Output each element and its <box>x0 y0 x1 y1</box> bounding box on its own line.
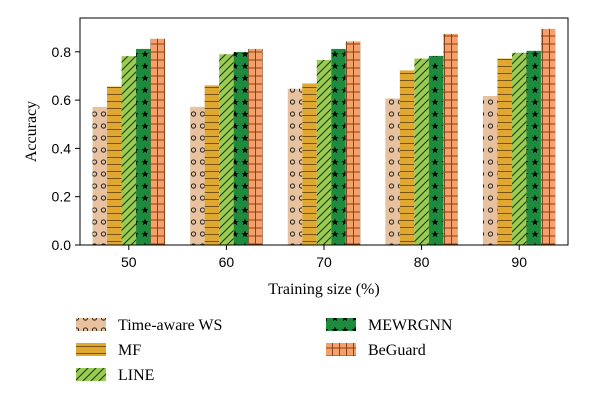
bar-mf-70 <box>302 83 317 245</box>
bar-line-80 <box>414 58 429 245</box>
legend-label: BeGuard <box>368 342 426 359</box>
x-tick-label: 60 <box>219 254 235 270</box>
bar-beguard-90 <box>540 28 556 246</box>
bar-time-aware-ws-50 <box>92 106 108 245</box>
bar-line-60 <box>219 54 234 245</box>
bar-time-aware-ws-60 <box>190 106 205 245</box>
bars-layer <box>92 28 556 246</box>
x-tick-label: 70 <box>316 254 332 270</box>
bar-mf-60 <box>204 85 220 245</box>
x-tick-label: 50 <box>121 254 137 270</box>
bar-beguard-70 <box>345 41 361 245</box>
bar-time-aware-ws-80 <box>385 98 400 245</box>
bar-time-aware-ws-70 <box>287 88 303 246</box>
legend-swatch-mewrgnn <box>326 318 356 331</box>
bar-mf-80 <box>399 70 415 245</box>
x-tick-label: 80 <box>414 254 430 270</box>
bar-mewrgnn-80 <box>428 55 444 245</box>
y-tick-label: 0.2 <box>52 189 72 205</box>
y-tick-label: 0.8 <box>52 44 72 60</box>
bar-mewrgnn-90 <box>526 50 541 245</box>
bar-mf-90 <box>497 58 512 245</box>
axes-layer: 50 60 70 80 90 0.0 0.2 0.4 0.6 0.8 Training size (… <box>23 17 569 298</box>
bar-beguard-80 <box>443 33 458 246</box>
x-axis-title: Training size (%) <box>268 281 379 298</box>
legend-label: MEWRGNN <box>368 317 453 334</box>
bar-beguard-50 <box>150 38 166 246</box>
x-tick-label: 90 <box>511 254 527 270</box>
legend: Time-aware WS MF LINE MEWRGNN BeGuard <box>76 317 453 384</box>
y-tick-label: 0.4 <box>52 140 72 156</box>
bar-time-aware-ws-90 <box>482 96 498 245</box>
y-tick-label: 0.6 <box>52 92 72 108</box>
bar-line-90 <box>511 52 527 245</box>
bar-beguard-60 <box>248 48 263 245</box>
legend-label: LINE <box>118 367 154 384</box>
bar-line-70 <box>316 60 332 245</box>
bar-mewrgnn-60 <box>233 52 249 245</box>
legend-label: Time-aware WS <box>118 317 222 334</box>
bar-mewrgnn-50 <box>136 48 151 245</box>
y-axis-title: Accuracy <box>23 101 40 162</box>
legend-swatch-beguard <box>326 343 356 356</box>
bar-line-50 <box>121 56 137 245</box>
legend-swatch-mf <box>76 343 106 356</box>
bar-mewrgnn-70 <box>331 48 346 245</box>
legend-swatch-time-aware-ws <box>76 318 106 331</box>
bar-mf-50 <box>107 86 122 245</box>
legend-label: MF <box>118 342 141 359</box>
plot-frame <box>79 17 569 246</box>
y-tick-label: 0.0 <box>52 237 72 253</box>
legend-swatch-line <box>76 368 106 381</box>
